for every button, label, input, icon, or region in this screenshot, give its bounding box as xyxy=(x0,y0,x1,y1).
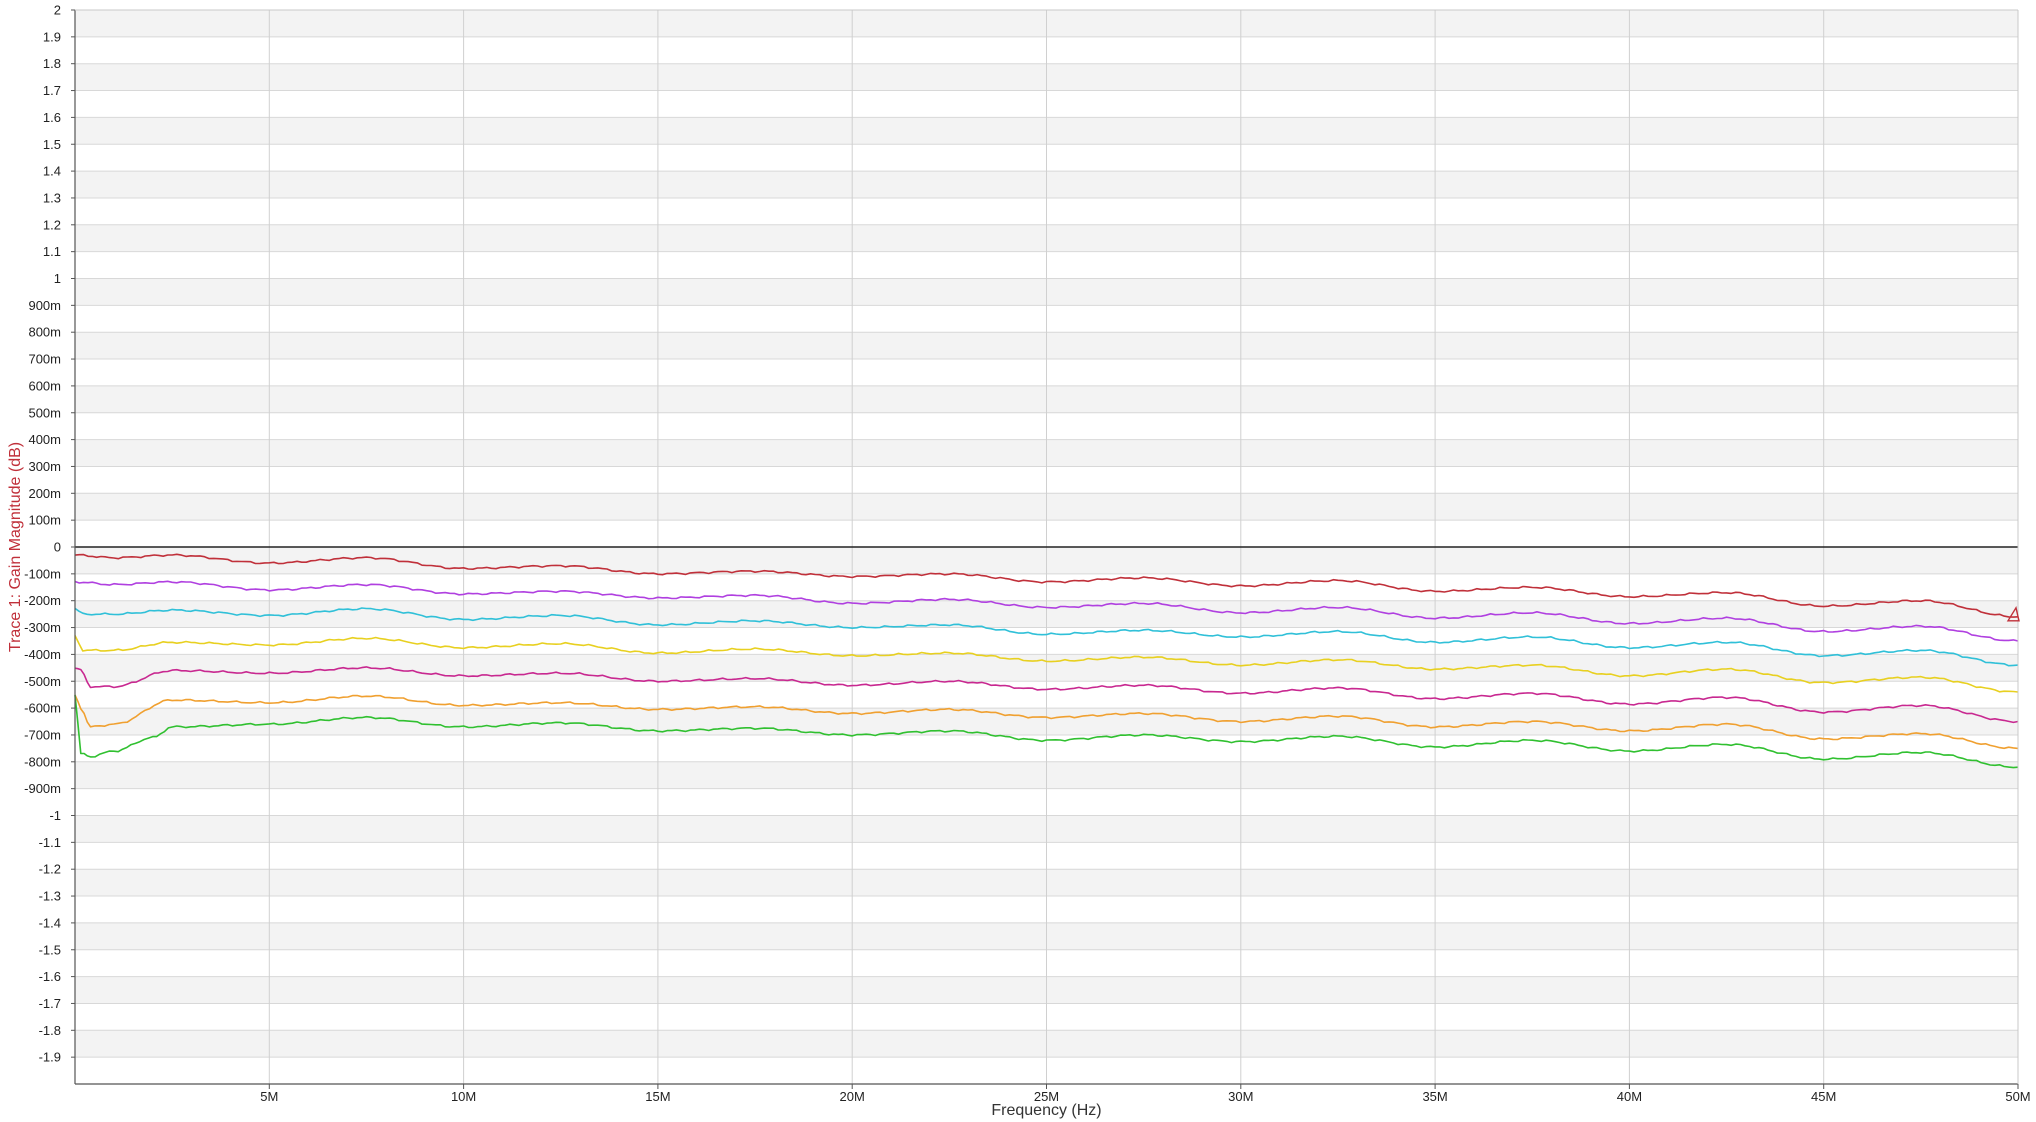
y-tick-label: -1.5 xyxy=(39,942,61,957)
y-tick-label: -800m xyxy=(24,754,61,769)
y-tick-label: 1.7 xyxy=(43,83,61,98)
y-tick-label: 200m xyxy=(28,486,61,501)
y-tick-label: 2 xyxy=(54,3,61,18)
x-tick-label: 45M xyxy=(1811,1089,1836,1104)
x-tick-label: 20M xyxy=(840,1089,865,1104)
series-line-trace-orange xyxy=(74,694,2019,750)
series-line-trace-magenta xyxy=(74,666,2019,724)
y-tick-label: 100m xyxy=(28,513,61,528)
y-tick-label: 1.4 xyxy=(43,164,61,179)
y-tick-label: -300m xyxy=(24,620,61,635)
y-tick-label: -500m xyxy=(24,674,61,689)
y-tick-label: -100m xyxy=(24,566,61,581)
x-tick-label: 50M xyxy=(2005,1089,2030,1104)
series-line-trace-cyan xyxy=(74,607,2019,667)
y-tick-label: -600m xyxy=(24,701,61,716)
trace-markers xyxy=(2006,605,2020,622)
x-tick-label: 35M xyxy=(1422,1089,1447,1104)
x-tick-labels: 5M 10M 15M 20M 25M 30M 35M 40M 45M 50M xyxy=(260,1084,2031,1104)
y-tick-label: 1.3 xyxy=(43,190,61,205)
y-tick-label: 1.6 xyxy=(43,110,61,125)
y-tick-label: 1.2 xyxy=(43,217,61,232)
y-tick-label: 0 xyxy=(54,540,61,555)
x-tick-label: 10M xyxy=(451,1089,476,1104)
y-tick-label: -1.6 xyxy=(39,969,61,984)
y-tick-label: 800m xyxy=(28,325,61,340)
x-tick-label: 25M xyxy=(1034,1089,1059,1104)
x-axis-title: Frequency (Hz) xyxy=(991,1102,1101,1119)
y-tick-labels: 2 1.9 1.8 1.7 1.6 1.5 1.4 1.3 1.2 1.1 1 900m 800m 700… xyxy=(24,3,75,1065)
y-tick-label: 1.1 xyxy=(43,244,61,259)
x-tick-label: 30M xyxy=(1228,1089,1253,1104)
y-tick-label: 1 xyxy=(54,271,61,286)
x-tick-label: 15M xyxy=(645,1089,670,1104)
y-tick-label: -1.2 xyxy=(39,862,61,877)
series-line-trace-green xyxy=(74,694,2019,769)
y-tick-label: 400m xyxy=(28,432,61,447)
series-line-trace-violet xyxy=(74,580,2019,642)
trace-end-marker xyxy=(2006,605,2020,622)
y-tick-label: 1.5 xyxy=(43,137,61,152)
y-tick-label: 900m xyxy=(28,298,61,313)
y-tick-label: -900m xyxy=(24,781,61,796)
y-tick-label: 300m xyxy=(28,459,61,474)
y-tick-label: -1.7 xyxy=(39,996,61,1011)
series-line-trace-red xyxy=(74,553,2019,618)
y-tick-label: -1 xyxy=(49,808,61,823)
y-tick-label: -700m xyxy=(24,727,61,742)
series-lines xyxy=(74,553,2019,769)
y-tick-label: -400m xyxy=(24,647,61,662)
y-tick-label: -200m xyxy=(24,593,61,608)
y-tick-label: 600m xyxy=(28,378,61,393)
x-tick-label: 40M xyxy=(1617,1089,1642,1104)
y-tick-label: -1.9 xyxy=(39,1050,61,1065)
y-tick-label: -1.1 xyxy=(39,835,61,850)
y-tick-label: 1.8 xyxy=(43,56,61,71)
series-line-trace-yellow xyxy=(74,635,2019,693)
y-tick-label: 700m xyxy=(28,352,61,367)
y-axis-title: Trace 1: Gain Magnitude (dB) xyxy=(7,442,24,652)
y-tick-label: 1.9 xyxy=(43,29,61,44)
y-tick-label: -1.3 xyxy=(39,889,61,904)
y-tick-label: -1.4 xyxy=(39,915,61,930)
y-tick-label: -1.8 xyxy=(39,1023,61,1038)
y-tick-label: 500m xyxy=(28,405,61,420)
x-tick-label: 5M xyxy=(260,1089,278,1104)
